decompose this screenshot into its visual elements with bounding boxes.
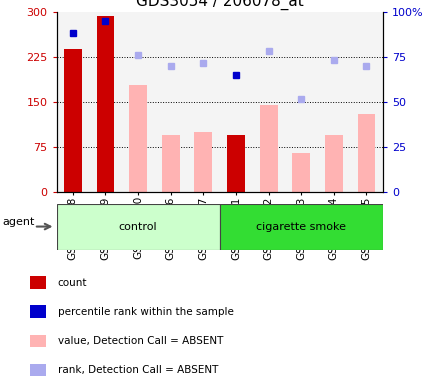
Bar [154,12,187,192]
Bar [259,105,277,192]
Bar [292,153,309,192]
Bar [324,135,342,192]
Bar [89,12,122,192]
Bar [56,204,219,250]
Bar [129,85,147,192]
Title: GDS3054 / 206078_at: GDS3054 / 206078_at [135,0,303,10]
Bar [30,334,46,347]
Bar [219,204,382,250]
Bar [30,305,46,318]
Text: value, Detection Call = ABSENT: value, Detection Call = ABSENT [58,336,223,346]
Text: count: count [58,278,87,288]
Bar [227,135,244,192]
Text: rank, Detection Call = ABSENT: rank, Detection Call = ABSENT [58,365,217,375]
Bar [64,50,82,192]
Bar [357,114,375,192]
Bar [161,135,179,192]
Bar [252,12,284,192]
Bar [317,12,349,192]
Text: cigarette smoke: cigarette smoke [256,222,345,232]
Bar [96,16,114,192]
Bar [284,12,317,192]
Bar [30,364,46,376]
Text: agent: agent [3,217,35,227]
Bar [30,276,46,289]
Bar [187,12,219,192]
Bar [219,12,252,192]
Bar [349,12,382,192]
Bar [56,12,89,192]
Text: percentile rank within the sample: percentile rank within the sample [58,307,233,317]
Bar [122,12,154,192]
Bar [194,132,212,192]
Text: control: control [118,222,157,232]
